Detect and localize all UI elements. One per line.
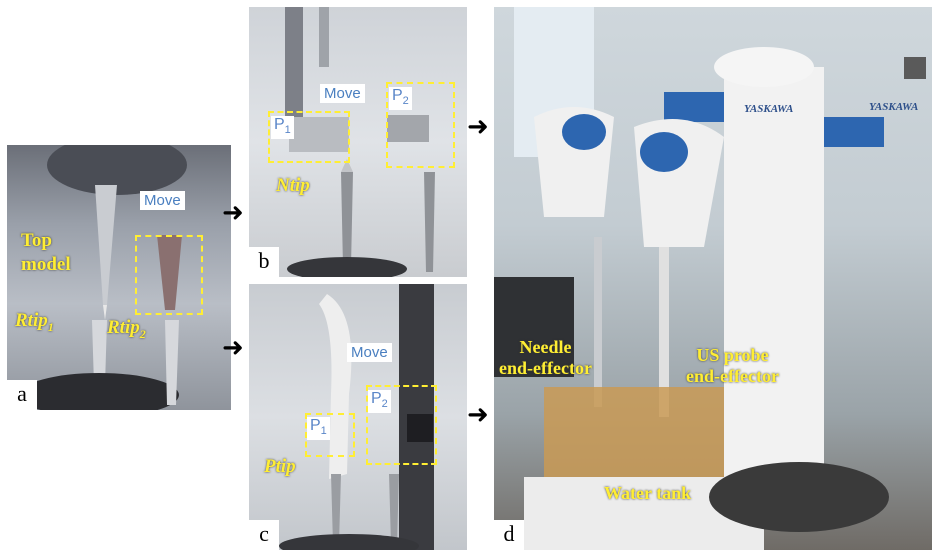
p1-box-c xyxy=(305,413,355,457)
top-model-label-2: model xyxy=(21,254,71,275)
arrow-a-to-c-icon: ➜ xyxy=(222,333,244,362)
panel-b-letter: b xyxy=(249,247,279,277)
rtip2-box xyxy=(135,235,203,315)
yaskawa-brand-2: YASKAWA xyxy=(869,101,919,113)
panel-b-photo: Move P1 P2 Ntip b xyxy=(249,7,467,277)
top-model-label-1: Top xyxy=(21,230,52,251)
panel-a-photo: Move Top model Rtip1 Rtip2 a xyxy=(7,145,231,410)
panel-c-letter: c xyxy=(249,520,279,550)
p1-label-c: P1 xyxy=(307,417,330,441)
move-label-b: Move xyxy=(320,84,365,103)
panel-a-scene xyxy=(19,145,187,410)
p2-label-b: P2 xyxy=(389,87,412,111)
move-label-c: Move xyxy=(347,343,392,362)
rtip1-label: Rtip1 xyxy=(15,310,54,334)
yaskawa-brand-1: YASKAWA xyxy=(744,103,794,115)
needle-end-effector-label: Needle end-effector xyxy=(499,337,592,379)
panel-a-letter: a xyxy=(7,380,37,410)
water-tank-label: Water tank xyxy=(604,483,692,503)
ptip-label: Ptip xyxy=(264,456,296,477)
panel-c-photo: Move P1 P2 Ptip c xyxy=(249,284,467,550)
ntip-label: Ntip xyxy=(276,175,310,196)
panel-d-photo: YASKAWA YASKAWA Needle end-effector US p… xyxy=(494,7,932,550)
panel-b-scene xyxy=(285,7,435,277)
us-label-line1: US probe xyxy=(696,345,769,365)
p1-box-b xyxy=(268,111,350,163)
arrow-a-to-b-icon: ➜ xyxy=(222,198,244,227)
panel-d-scene xyxy=(494,7,926,550)
panel-d-letter: d xyxy=(494,520,524,550)
needle-label-line1: Needle xyxy=(519,337,572,357)
move-label-a: Move xyxy=(140,191,185,210)
needle-label-line2: end-effector xyxy=(499,358,592,378)
arrow-c-to-d-icon: ➜ xyxy=(467,400,489,429)
us-label-line2: end-effector xyxy=(686,366,779,386)
p1-label-b: P1 xyxy=(271,116,294,140)
p2-box-c xyxy=(366,385,437,465)
arrow-b-to-d-icon: ➜ xyxy=(467,112,489,141)
p2-box-b xyxy=(386,82,455,168)
p2-label-c: P2 xyxy=(368,390,391,414)
us-probe-end-effector-label: US probe end-effector xyxy=(686,345,779,387)
rtip2-label: Rtip2 xyxy=(107,317,146,341)
panel-c-scene xyxy=(279,284,434,550)
